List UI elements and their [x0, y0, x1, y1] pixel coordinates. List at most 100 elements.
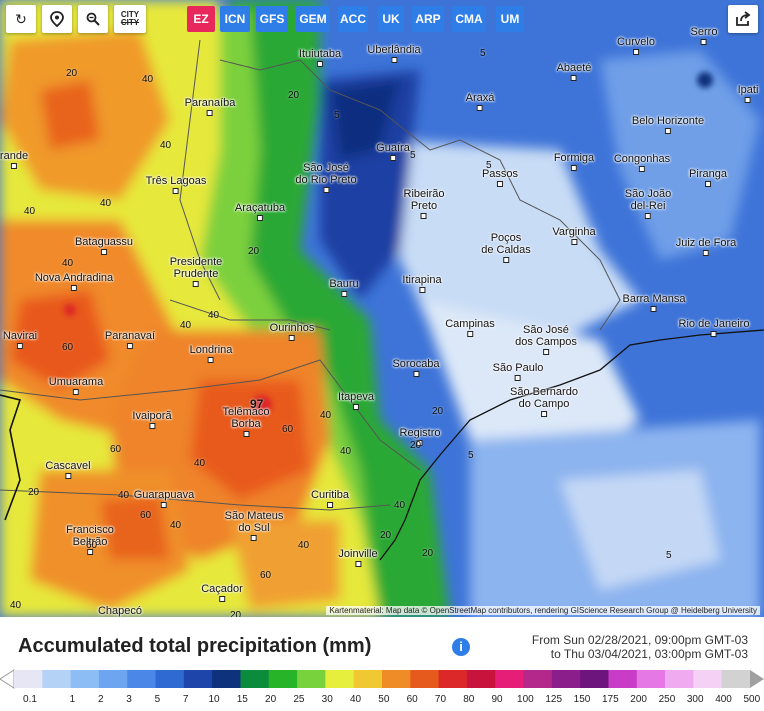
scale-swatch — [523, 670, 553, 688]
city-marker — [477, 105, 483, 111]
scale-label: 20 — [265, 694, 277, 705]
city-label: Bauru — [329, 278, 359, 297]
city-toggle-button[interactable]: CITY CITY — [114, 5, 146, 33]
isoline-label: 40 — [24, 206, 36, 217]
city-marker — [703, 250, 709, 256]
scale-label: 25 — [293, 694, 305, 705]
zoom-icon[interactable] — [78, 5, 108, 33]
isoline-label: 20 — [410, 440, 422, 451]
city-label: Presidente Prudente — [170, 256, 222, 287]
isoline-label: 5 — [666, 550, 672, 561]
city-marker — [390, 57, 397, 63]
scale-swatch — [636, 670, 666, 688]
city-label: São João del-Rei — [625, 188, 671, 219]
scale-swatch — [155, 670, 185, 688]
scale-label: 50 — [378, 694, 390, 705]
isoline-label: 60 — [62, 342, 74, 353]
city-marker — [542, 349, 549, 355]
model-button-icn[interactable]: ICN — [220, 6, 250, 32]
city-label-top: CITY — [120, 10, 140, 19]
city-name: São João del-Rei — [624, 188, 672, 212]
city-name: Itirapina — [402, 274, 442, 286]
city-label: Nova Andradina — [35, 272, 113, 291]
refresh-icon[interactable]: ↻ — [6, 5, 36, 33]
city-label: Araxá — [465, 92, 495, 111]
city-name: Araçatuba — [234, 202, 286, 214]
city-label: Curitiba — [311, 489, 349, 508]
city-marker — [73, 389, 79, 395]
scale-label: 60 — [406, 694, 418, 705]
city-label: Curvelo — [617, 36, 655, 55]
city-marker — [744, 97, 751, 103]
model-button-gfs[interactable]: GFS — [256, 6, 288, 32]
city-name: Três Lagoas — [145, 175, 207, 187]
city-label: São Mateus do Sul — [225, 510, 283, 541]
info-icon[interactable]: i — [452, 638, 470, 656]
isoline-label: 5 — [486, 160, 492, 171]
city-label: Passos — [482, 168, 518, 187]
city-marker — [701, 39, 707, 45]
city-label: Uberlândia — [367, 44, 421, 63]
map-pin-icon[interactable] — [42, 5, 72, 33]
city-name: Araxá — [465, 92, 495, 104]
model-button-gem[interactable]: GEM — [296, 6, 330, 32]
city-marker — [160, 502, 167, 508]
scale-swatch — [382, 670, 411, 688]
city-label: Guarapuava — [134, 489, 194, 508]
city-name: Chapecó — [97, 605, 143, 617]
time-to: to Thu 03/04/2021, 03:00pm GMT-03 — [550, 647, 748, 661]
isoline-label: 5 — [468, 450, 474, 461]
scale-label: 150 — [573, 694, 591, 705]
map-canvas[interactable] — [0, 0, 764, 617]
isoline-label: 60 — [282, 424, 294, 435]
scale-label: 250 — [658, 694, 676, 705]
model-button-ez[interactable]: EZ — [187, 6, 215, 32]
city-name: Juiz de Fora — [675, 237, 737, 249]
isoline-label: 5 — [334, 110, 340, 121]
city-label: Campinas — [445, 318, 495, 337]
scale-swatch — [693, 670, 723, 688]
city-name: Formiga — [553, 152, 595, 164]
isoline-label: 40 — [340, 446, 352, 457]
city-label: Ipati — [738, 84, 758, 103]
isoline-label: 40 — [10, 600, 22, 611]
scale-label: 400 — [715, 694, 732, 705]
city-label: Navirai — [3, 330, 37, 349]
scale-swatch — [127, 670, 157, 688]
isoline-label: 40 — [170, 520, 182, 531]
city-name: Curitiba — [311, 489, 349, 501]
city-marker — [193, 281, 199, 287]
scale-swatch — [551, 670, 581, 688]
city-label: Rio de Janeiro — [678, 318, 750, 337]
city-name: Guaíra — [376, 142, 410, 154]
model-button-uk[interactable]: UK — [378, 6, 404, 32]
scale-swatch — [14, 670, 43, 688]
scale-swatch — [353, 670, 383, 688]
isoline-label: 40 — [118, 490, 130, 501]
model-button-cma[interactable]: CMA — [452, 6, 486, 32]
color-scale-labels: 0.1 1 2 3 5 7 10 15 20 25 30 40 50 60 70 80 90 100 125 150 1… — [0, 694, 764, 708]
city-name: Varginha — [552, 226, 596, 238]
city-name: Navirai — [2, 330, 38, 342]
city-label: Poços de Caldas — [481, 232, 531, 263]
isoline-label: 40 — [298, 540, 310, 551]
city-label: Varginha — [552, 226, 596, 245]
city-name: Rio de Janeiro — [678, 318, 750, 330]
model-button-um[interactable]: UM — [496, 6, 524, 32]
isoline-label: 40 — [160, 140, 172, 151]
model-button-arp[interactable]: ARP — [412, 6, 444, 32]
city-marker — [571, 165, 577, 171]
city-marker — [16, 343, 23, 349]
scale-label: 15 — [236, 694, 248, 705]
share-icon[interactable] — [728, 5, 758, 33]
city-name: Nova Andradina — [34, 272, 114, 284]
city-name: Bataguassu — [74, 236, 134, 248]
model-button-acc[interactable]: ACC — [338, 6, 368, 32]
isoline-label: 40 — [180, 320, 192, 331]
scale-label: 80 — [463, 694, 475, 705]
isoline-label: 5 — [480, 48, 486, 59]
scale-label: 7 — [182, 694, 189, 705]
city-marker — [257, 215, 263, 221]
precipitation-map[interactable]: ↻ CITY CITY EZ ICN GFS GEM ACC UK ARP CMA UM Itui… — [0, 0, 764, 617]
city-marker — [417, 440, 423, 446]
